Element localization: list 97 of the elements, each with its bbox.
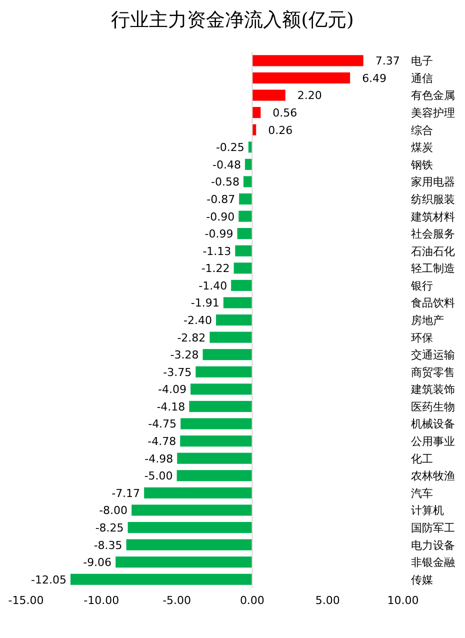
x-tick-label: -5.00 [162, 594, 192, 607]
x-tick-label: 10.00 [387, 594, 419, 607]
data-label: -0.48 [212, 158, 241, 172]
data-label: 7.37 [375, 54, 400, 68]
bar [235, 245, 252, 256]
bar [180, 418, 252, 430]
y-tick-label: 纺织服装 [411, 192, 455, 206]
y-tick-label: 环保 [411, 331, 433, 344]
data-label: -1.22 [201, 262, 230, 276]
y-tick-label: 煤炭 [411, 141, 433, 154]
y-tick-label: 传媒 [411, 573, 433, 586]
bar [234, 262, 252, 274]
data-label: -0.25 [216, 141, 244, 154]
bar [252, 72, 350, 84]
data-label: -4.18 [156, 400, 186, 414]
y-tick-label: 通信 [411, 72, 433, 85]
bar [70, 574, 252, 585]
data-label: -8.35 [94, 538, 122, 552]
y-tick-label: 国防军工 [411, 521, 455, 534]
data-label: -4.78 [148, 435, 176, 448]
y-tick-label: 化工 [411, 452, 433, 466]
data-label: -12.05 [31, 573, 66, 586]
y-tick-label: 建筑材料 [410, 210, 455, 224]
data-label: -3.75 [163, 366, 192, 379]
y-tick-label: 计算机 [411, 504, 444, 518]
data-label: -1.40 [198, 279, 228, 292]
data-label: -2.82 [177, 331, 206, 344]
x-tick-label: 5.00 [315, 594, 340, 607]
data-label: 6.49 [362, 72, 387, 85]
y-tick-label: 农林牧渔 [411, 470, 455, 483]
data-label: -5.00 [144, 470, 173, 483]
bar [243, 176, 252, 188]
y-tick-label: 钢铁 [410, 158, 433, 172]
y-tick-label: 有色金属 [411, 89, 455, 102]
data-label: -0.87 [206, 192, 236, 206]
bar [223, 297, 252, 308]
y-tick-label: 机械设备 [411, 418, 455, 431]
data-label: -3.28 [170, 348, 199, 362]
data-label: -4.98 [144, 452, 174, 466]
data-label: -4.09 [158, 383, 187, 396]
x-tick-label: -10.00 [84, 594, 120, 607]
bar [252, 90, 286, 101]
y-tick-label: 房地产 [411, 314, 444, 327]
data-label: 0.26 [268, 124, 293, 137]
data-label: 0.56 [272, 106, 298, 120]
bar [252, 106, 261, 118]
data-label: -0.90 [206, 210, 235, 224]
y-tick-label: 石油石化 [411, 244, 455, 258]
bar [126, 539, 252, 550]
y-tick-label: 电力设备 [411, 538, 455, 552]
data-label: -9.06 [83, 556, 112, 570]
y-tick-label: 电子 [411, 54, 433, 68]
data-label: -7.17 [112, 486, 140, 500]
data-label: -0.99 [204, 228, 234, 241]
y-tick-label: 食品饮料 [411, 296, 455, 310]
data-label: -2.40 [184, 314, 212, 327]
bar [116, 556, 252, 568]
y-tick-label: 商贸零售 [411, 366, 455, 379]
data-label: -8.25 [95, 521, 124, 534]
y-tick-label: 交通运输 [411, 348, 455, 362]
data-label: -4.75 [148, 418, 177, 431]
bar [180, 436, 252, 447]
data-label: -1.13 [202, 244, 232, 258]
chart-title: 行业主力资金净流入额(亿元) [111, 9, 354, 31]
bar [216, 314, 252, 326]
x-tick-label: -15.00 [8, 594, 44, 607]
bar [190, 384, 252, 395]
data-label: -1.91 [190, 296, 220, 310]
bar [144, 487, 252, 498]
bar [189, 400, 252, 412]
y-tick-label: 医药生物 [411, 400, 455, 414]
bar [128, 522, 252, 534]
bar [176, 470, 252, 482]
data-label: -0.58 [210, 176, 240, 189]
y-tick-label: 非银金融 [411, 556, 455, 570]
y-tick-label: 美容护理 [411, 106, 455, 120]
bar [239, 193, 252, 204]
bar [177, 452, 252, 464]
y-tick-label: 轻工制造 [411, 262, 455, 276]
data-label: 2.20 [297, 89, 322, 102]
y-tick-label: 公用事业 [411, 435, 455, 448]
y-tick-label: 社会服务 [411, 228, 455, 241]
data-label: -8.00 [99, 504, 128, 518]
x-tick-label: 0.00 [240, 594, 264, 607]
bar [196, 366, 252, 378]
y-tick-label: 家用电器 [411, 176, 455, 189]
bar [202, 349, 252, 360]
bar [237, 228, 252, 240]
bar [252, 55, 364, 66]
bar [238, 210, 252, 222]
y-tick-label: 综合 [411, 124, 433, 137]
bar [231, 280, 252, 291]
y-tick-label: 汽车 [411, 486, 433, 500]
bar [210, 332, 252, 343]
bar [132, 504, 252, 516]
y-tick-label: 银行 [410, 279, 433, 292]
y-tick-label: 建筑装饰 [410, 383, 455, 396]
